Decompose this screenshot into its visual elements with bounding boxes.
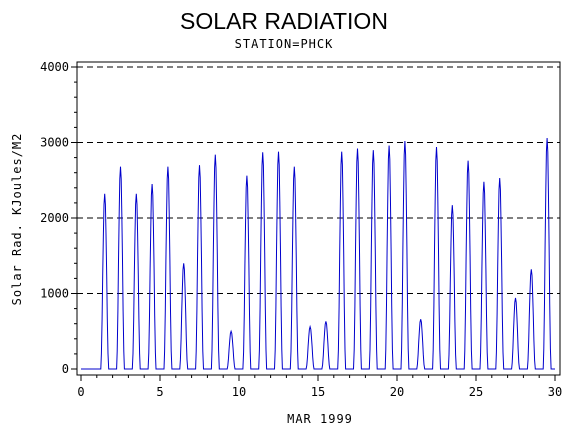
x-axis-ticks: 0 5 10 15 20 25 30 <box>77 375 562 399</box>
x-tick-label: 20 <box>390 385 404 399</box>
y-tick-label: 0 <box>62 362 69 376</box>
y-tick-label: 1000 <box>40 287 69 301</box>
gridlines <box>77 66 560 294</box>
y-axis-label: Solar Rad. KJoules/M2 <box>10 133 24 306</box>
x-tick-label: 10 <box>232 385 246 399</box>
x-tick-label: 25 <box>469 385 483 399</box>
y-axis-ticks: 0 1000 2000 3000 4000 <box>40 60 77 376</box>
x-tick-label: 15 <box>311 385 325 399</box>
solar-radiation-series-line <box>81 137 555 370</box>
y-tick-label: 3000 <box>40 136 69 150</box>
chart-subtitle: STATION=PHCK <box>235 37 334 51</box>
y-tick-label: 4000 <box>40 60 69 74</box>
x-tick-label: 0 <box>77 385 84 399</box>
y-tick-label: 2000 <box>40 211 69 225</box>
x-tick-label: 30 <box>548 385 562 399</box>
series-group <box>81 137 555 370</box>
chart-title: SOLAR RADIATION <box>180 8 388 34</box>
x-tick-label: 5 <box>156 385 163 399</box>
x-axis-label: MAR 1999 <box>287 412 353 426</box>
